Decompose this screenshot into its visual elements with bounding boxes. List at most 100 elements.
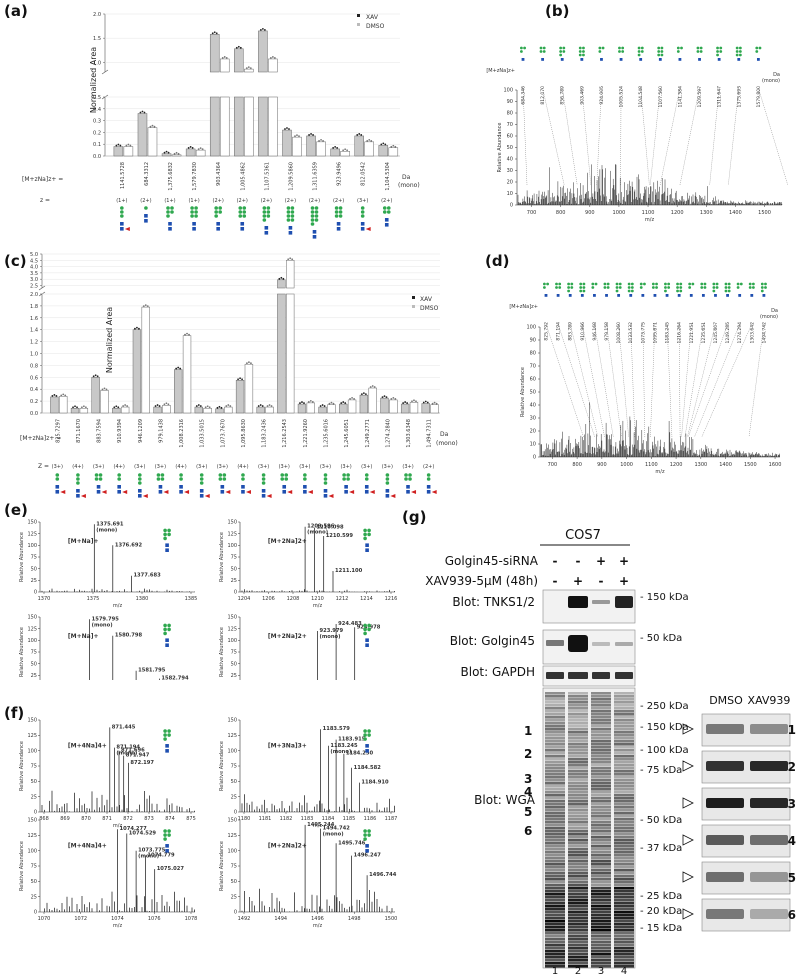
replicate-dot	[298, 135, 300, 138]
ytick-label: 100	[27, 638, 37, 644]
replicate-dot	[158, 405, 161, 407]
mannose-icon	[696, 46, 700, 50]
glcnac-icon	[714, 294, 717, 297]
mannose-icon	[555, 282, 558, 286]
mannose-icon	[676, 282, 679, 286]
band-number: 5	[524, 805, 532, 819]
ytick-label: 100	[27, 848, 37, 854]
mannose-icon	[558, 282, 562, 286]
mannose-icon	[542, 46, 546, 50]
inset-header-xav939: XAV939	[748, 694, 791, 707]
mz-label: 1,274.2840	[385, 419, 391, 448]
replicate-dot	[301, 401, 303, 403]
glcnac-icon	[384, 223, 389, 227]
ytick-label: 0	[234, 590, 237, 596]
mannose-icon	[712, 289, 716, 293]
mannose-icon	[179, 477, 183, 481]
replicate-dot	[74, 405, 76, 408]
ytick-label: 70	[530, 364, 536, 370]
bar-xav	[174, 369, 183, 414]
mannose-icon	[167, 729, 171, 733]
mannose-icon	[199, 481, 204, 485]
blot-wga-label: Blot: WGA	[474, 793, 536, 807]
ytick-label: 100	[503, 88, 513, 94]
glcnac-icon	[365, 643, 369, 647]
mannose-icon	[579, 286, 583, 289]
glcnac-icon	[216, 222, 220, 226]
fucose-icon	[349, 490, 355, 494]
xtick-label: 1070	[38, 916, 51, 922]
ytick-label: 2.0	[30, 292, 38, 298]
replicate-dot	[385, 396, 388, 399]
fucose-icon	[390, 494, 396, 498]
replicate-dot	[261, 28, 264, 30]
glcnac-icon	[288, 226, 293, 230]
mannose-icon	[218, 473, 223, 477]
ytick-label: 50	[31, 661, 37, 667]
mannose-icon	[262, 206, 267, 210]
wga-marker: - 50 kDa	[640, 815, 682, 826]
mannose-icon	[688, 282, 692, 286]
panel-a-unit-da: Da	[402, 174, 411, 181]
replicate-dot	[129, 144, 132, 147]
mannose-icon	[360, 210, 365, 214]
mannose-icon	[657, 46, 661, 50]
panel-d: (d) 0 10 20 30 40 50 60 70 80 90 100 700 800 900 1000 1…	[485, 252, 781, 475]
replicate-dot	[310, 133, 312, 135]
mannose-icon	[262, 218, 267, 222]
peak-label: 871.194	[116, 745, 140, 751]
z-label: (3+)	[52, 464, 63, 470]
replicate-dot	[351, 397, 353, 399]
mannose-icon	[679, 286, 683, 289]
mannose-icon	[367, 729, 371, 733]
bar-dmso	[368, 387, 377, 414]
peak-label: 1496.247	[354, 853, 382, 859]
bar-xav	[91, 377, 100, 414]
replicate-dot	[151, 124, 154, 127]
ytick-label: 0	[34, 810, 37, 816]
replicate-dot	[204, 406, 207, 409]
panel-a-chart: 0.0 0.1 0.2 0.3 0.4 0.5 1.0 1.5 2.0 1141.5728 (1+)…	[93, 12, 400, 204]
glcnac-icon	[240, 227, 245, 231]
mz-label: 1,209.5860	[288, 162, 294, 191]
bar-xav	[209, 96, 220, 157]
glcnac-icon	[312, 235, 317, 239]
mannose-icon	[166, 214, 170, 218]
mannose-icon	[163, 837, 167, 841]
peak-label: 871.194	[556, 322, 562, 341]
xtick-label: 1500	[758, 210, 771, 216]
glcnac-icon	[264, 226, 269, 230]
peak-label: 1494.742	[761, 322, 767, 344]
mannose-icon	[363, 733, 367, 737]
mannose-icon	[567, 289, 571, 293]
ylabel: Relative Abundance	[19, 627, 25, 677]
mannose-icon	[262, 214, 267, 218]
glcnac-icon	[365, 744, 369, 748]
glcnac-icon	[117, 490, 121, 494]
bar-xav	[282, 129, 292, 157]
bar-dmso	[182, 335, 192, 414]
mannose-icon	[758, 46, 762, 50]
ytick-label: 0	[34, 910, 37, 916]
replicate-dot	[197, 404, 200, 406]
mannose-icon	[179, 473, 183, 477]
xlabel: m/z	[313, 823, 323, 829]
mannose-icon	[703, 286, 707, 289]
mannose-icon	[117, 477, 121, 481]
fucose-icon	[328, 494, 334, 498]
replicate-dot	[60, 394, 63, 397]
ytick-label: 25	[31, 673, 37, 679]
peak-label: 1376.692	[115, 542, 143, 548]
mannose-icon	[163, 631, 167, 636]
lane-number: 2	[575, 966, 581, 977]
replicate-dot	[344, 402, 347, 404]
mannose-icon	[715, 286, 719, 289]
ion-prefix: [M+zNa]z+	[509, 304, 538, 310]
xtick-label: 1000	[613, 210, 626, 216]
z-label: (2+)	[213, 198, 224, 204]
mannose-icon	[555, 286, 558, 289]
mannose-icon	[738, 53, 742, 57]
glcnac-icon	[344, 485, 348, 489]
peak-label: 1581.795	[138, 668, 166, 674]
xtick-label: 875	[186, 816, 196, 822]
